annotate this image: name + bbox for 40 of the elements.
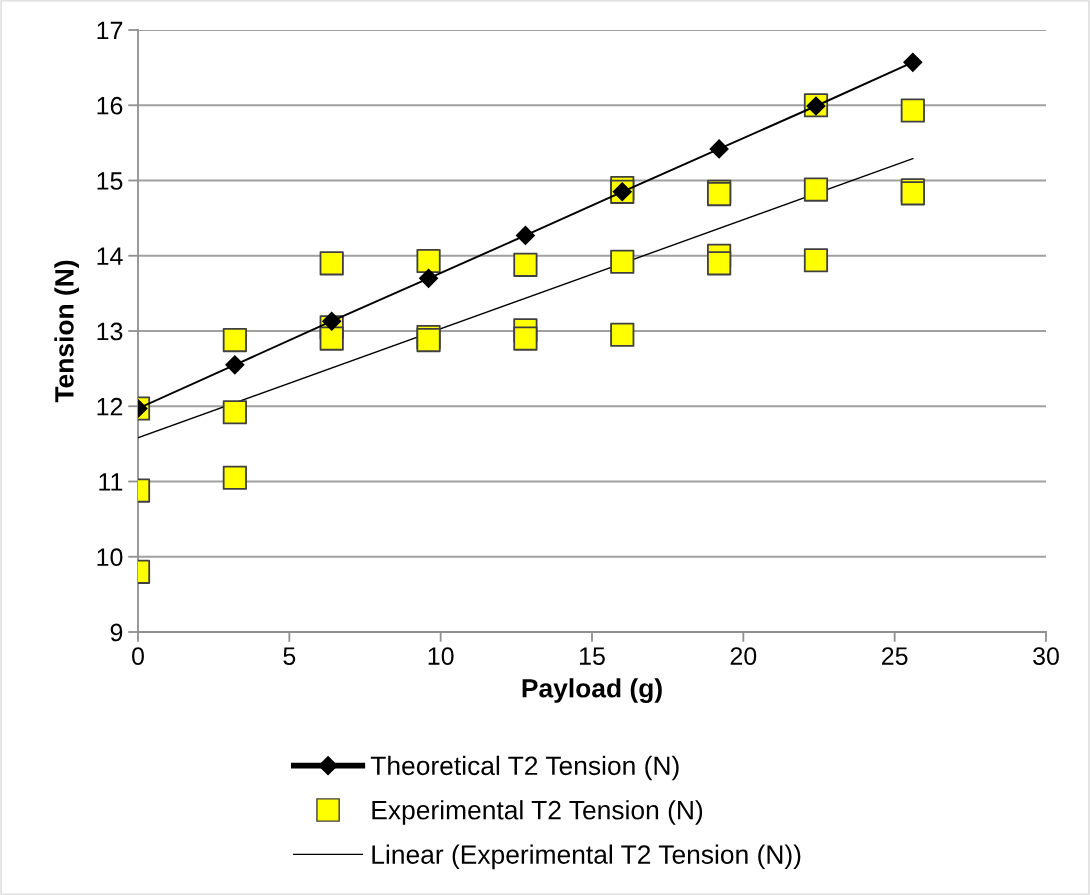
y-tick-label: 12	[97, 397, 123, 416]
point	[803, 177, 829, 202]
point	[222, 465, 247, 490]
y-tick-label: 15	[97, 172, 123, 190]
point	[319, 326, 344, 351]
point	[513, 326, 538, 351]
point	[610, 249, 635, 274]
point	[416, 248, 441, 274]
point	[903, 52, 923, 72]
y-tick-label: 14	[97, 247, 123, 265]
point	[610, 322, 635, 347]
legend-label: Theoretical T2 Tension (N)	[370, 755, 679, 781]
x-tick-label: 0	[132, 647, 144, 665]
point	[513, 252, 538, 277]
point	[709, 139, 729, 159]
x-tick-label: 5	[283, 647, 296, 665]
y-tick-label: 10	[97, 548, 123, 567]
point	[225, 355, 245, 375]
x-axis-title: Payload (g)	[522, 678, 662, 703]
legend-label: Experimental T2 Tension (N)	[372, 800, 703, 825]
x-tick-label: 15	[580, 647, 605, 665]
y-tick-label: 9	[110, 623, 123, 642]
point	[419, 268, 439, 288]
x-tick-label: 30	[1033, 647, 1059, 665]
x-tick-label: 10	[428, 647, 454, 665]
point	[222, 327, 247, 353]
x-tick-label: 25	[882, 647, 908, 665]
point	[900, 98, 925, 123]
point	[803, 248, 829, 273]
x-tick-label: 20	[730, 647, 757, 665]
point	[319, 251, 344, 276]
point	[222, 400, 247, 425]
legend-label: Linear (Experimental T2 Tension (N))	[372, 844, 801, 870]
y-tick-label: 11	[99, 473, 123, 491]
y-tick-label: 16	[97, 96, 123, 115]
point	[515, 225, 535, 245]
y-tick-label: 13	[97, 322, 123, 341]
point	[707, 251, 732, 276]
y-tick-label: 17	[97, 21, 123, 40]
y-axis-title: Tension (N)	[54, 260, 79, 403]
